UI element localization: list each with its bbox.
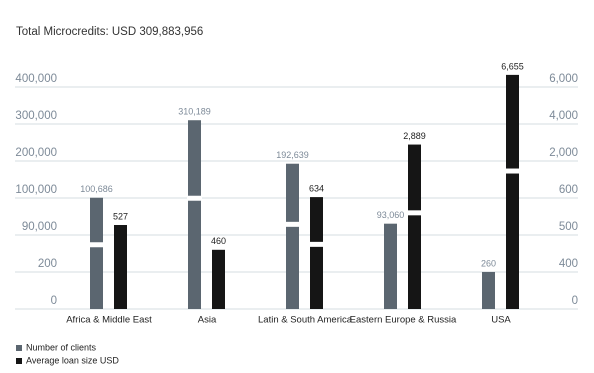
y-tick-label: 100,000 <box>15 184 57 196</box>
value-label: 460 <box>211 236 226 246</box>
value-label: 6,655 <box>501 61 524 71</box>
axis-break <box>407 210 422 216</box>
bar <box>482 271 495 309</box>
bar <box>310 197 323 309</box>
y-tick-label: 0 <box>51 295 57 307</box>
legend-swatch <box>16 358 22 364</box>
x-tick-label: USA <box>491 315 511 326</box>
bar <box>384 223 397 309</box>
bar <box>212 249 225 309</box>
axis-break <box>285 221 300 227</box>
legend-label: Number of clients <box>26 342 97 352</box>
y2-tick-label: 500 <box>559 221 578 233</box>
y-tick-label: 200,000 <box>15 147 57 159</box>
legend-label: Average loan size USD <box>26 355 119 365</box>
bar <box>114 225 127 309</box>
bar <box>286 163 299 309</box>
y2-tick-label: 4,000 <box>549 110 578 122</box>
y2-tick-label: 600 <box>559 184 578 196</box>
bar <box>408 144 421 309</box>
value-label: 93,060 <box>377 210 405 220</box>
x-tick-label: Africa & Middle East <box>66 315 152 326</box>
y-tick-label: 90,000 <box>22 221 57 233</box>
axis-break <box>505 168 520 174</box>
value-label: 527 <box>113 211 128 221</box>
y2-tick-label: 2,000 <box>549 147 578 159</box>
y2-tick-label: 6,000 <box>549 73 578 85</box>
y2-tick-label: 0 <box>572 295 578 307</box>
y-tick-label: 200 <box>38 258 57 270</box>
value-label: 310,189 <box>178 107 211 117</box>
legend-swatch <box>16 345 22 351</box>
chart-title: Total Microcredits: USD 309,883,956 <box>16 26 203 38</box>
bar <box>188 120 201 309</box>
x-tick-label: Asia <box>198 315 217 326</box>
value-label: 192,639 <box>276 150 309 160</box>
value-label: 100,686 <box>80 184 113 194</box>
value-label: 634 <box>309 183 324 193</box>
x-tick-label: Eastern Europe & Russia <box>350 315 457 326</box>
value-label: 260 <box>481 258 496 268</box>
value-label: 2,889 <box>403 131 426 141</box>
axis-break <box>89 242 104 248</box>
axis-break <box>187 195 202 201</box>
x-tick-label: Latin & South America <box>258 315 353 326</box>
axis-break <box>309 241 324 247</box>
bar <box>506 74 519 309</box>
y-tick-label: 300,000 <box>15 110 57 122</box>
bar <box>90 197 103 309</box>
y2-tick-label: 400 <box>559 258 578 270</box>
y-tick-label: 400,000 <box>15 73 57 85</box>
